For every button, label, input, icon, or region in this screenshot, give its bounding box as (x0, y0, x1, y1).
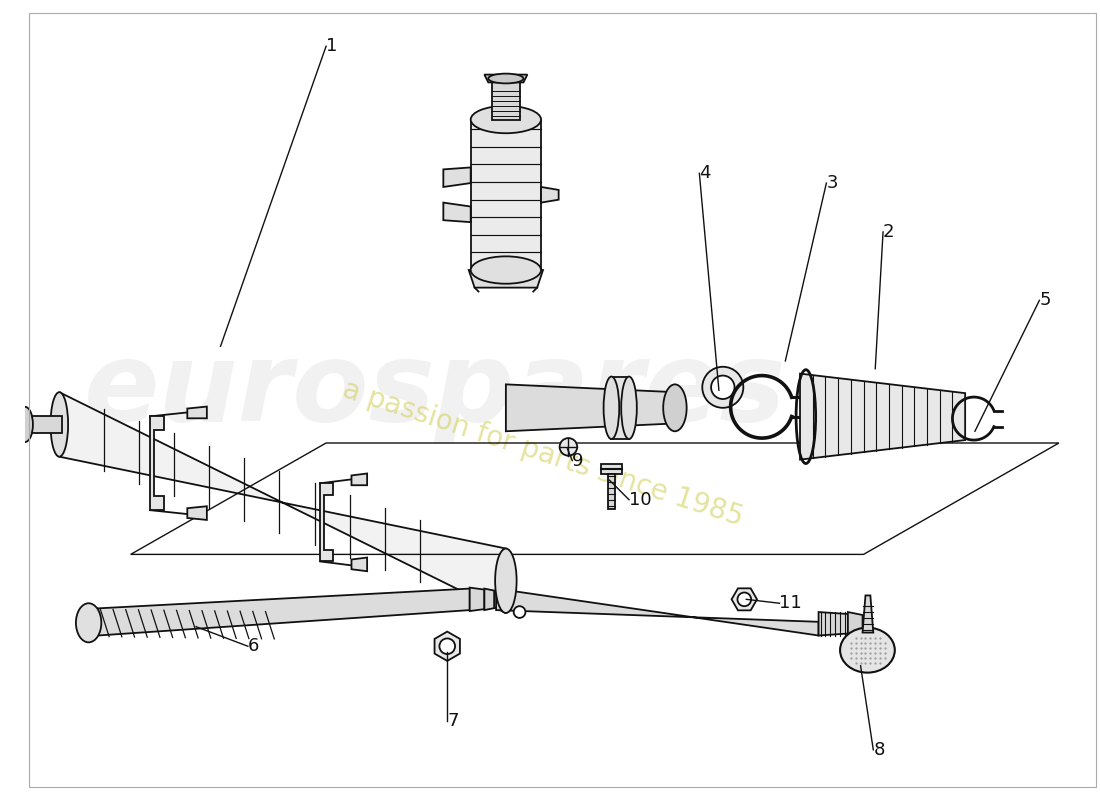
Polygon shape (484, 74, 527, 82)
Text: 3: 3 (826, 174, 838, 192)
Circle shape (439, 638, 455, 654)
Polygon shape (187, 506, 207, 520)
Polygon shape (607, 474, 615, 510)
Polygon shape (151, 416, 164, 510)
Text: 6: 6 (248, 638, 260, 655)
Polygon shape (59, 392, 506, 613)
Polygon shape (612, 377, 629, 439)
Polygon shape (434, 631, 460, 661)
Text: 11: 11 (780, 594, 802, 612)
Ellipse shape (840, 628, 894, 673)
Polygon shape (601, 465, 623, 474)
Ellipse shape (663, 384, 686, 431)
Polygon shape (443, 202, 471, 222)
Ellipse shape (711, 375, 735, 399)
Polygon shape (471, 119, 541, 270)
Polygon shape (352, 474, 367, 486)
Polygon shape (541, 187, 559, 202)
Text: 9: 9 (572, 451, 584, 470)
Text: 5: 5 (1040, 291, 1050, 310)
Ellipse shape (604, 377, 619, 439)
Text: 8: 8 (873, 741, 884, 759)
Polygon shape (496, 589, 818, 635)
Polygon shape (469, 270, 543, 288)
Text: 7: 7 (448, 711, 459, 730)
Polygon shape (25, 416, 63, 434)
Polygon shape (818, 612, 848, 635)
Circle shape (560, 438, 578, 456)
Polygon shape (443, 167, 471, 187)
Ellipse shape (51, 392, 68, 457)
Ellipse shape (18, 407, 33, 442)
Text: a passion for parts since 1985: a passion for parts since 1985 (339, 375, 747, 532)
Text: 1: 1 (326, 38, 338, 55)
Ellipse shape (471, 256, 541, 284)
Polygon shape (848, 612, 862, 635)
Polygon shape (506, 384, 675, 431)
Polygon shape (470, 588, 484, 611)
Polygon shape (352, 558, 367, 571)
Ellipse shape (488, 74, 524, 83)
Polygon shape (187, 406, 207, 418)
Text: 2: 2 (883, 223, 894, 241)
Polygon shape (732, 588, 757, 610)
Polygon shape (800, 374, 965, 460)
Circle shape (737, 593, 751, 606)
Ellipse shape (702, 366, 744, 408)
Polygon shape (484, 589, 494, 610)
Text: eurospares: eurospares (85, 337, 787, 444)
Text: 4: 4 (700, 164, 711, 182)
Ellipse shape (495, 549, 517, 613)
Ellipse shape (471, 106, 541, 134)
Ellipse shape (76, 603, 101, 642)
Polygon shape (862, 595, 873, 633)
Circle shape (514, 606, 526, 618)
Text: 10: 10 (629, 490, 651, 509)
Polygon shape (84, 589, 470, 637)
Ellipse shape (621, 377, 637, 439)
Polygon shape (492, 82, 519, 119)
Polygon shape (320, 483, 333, 562)
